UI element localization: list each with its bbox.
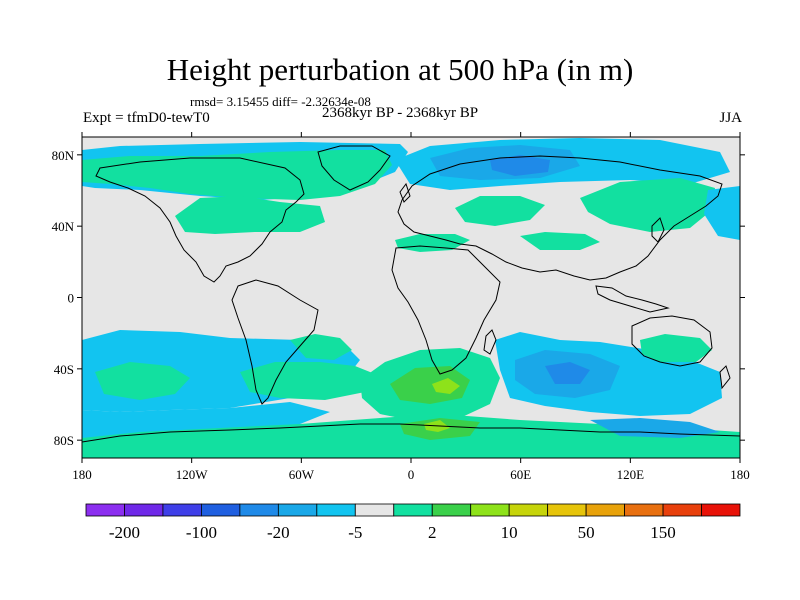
coast-madagascar [483,329,497,355]
colorbar-label: 10 [501,523,518,542]
stats-line: rmsd= 3.15455 diff= -2.32634e-08 [190,94,371,109]
x-axis: 180 120W 60W 0 60E 120E 180 [72,132,750,482]
x-tick-label: 60W [289,467,315,482]
colorbar-swatch [162,503,202,517]
contour-eurasia-negative-deep [490,155,550,176]
x-tick-label: 0 [408,467,415,482]
colorbar-swatch [662,503,702,517]
colorbar-swatch [470,503,510,517]
x-tick-label: 120E [617,467,645,482]
coast-greenland [317,145,391,191]
coast-new-zealand [719,365,731,390]
colorbar-swatch [239,503,279,517]
colorbar-swatch [316,503,356,517]
contour-south-atlantic-positive [240,362,380,400]
contour-south-america-positive [290,334,352,360]
x-tick-label: 60E [510,467,531,482]
coast-southeast-asia [595,285,670,313]
coast-north-america [95,157,305,283]
colorbar-label: 50 [578,523,595,542]
colorbar-swatch [124,503,164,517]
colorbar-label: 150 [650,523,676,542]
map-title: Height perturbation at 500 hPa (in m) [166,52,634,87]
contour-south-pacific-positive [95,362,190,400]
colorbar-swatch [508,503,549,517]
y-tick-label: 0 [68,291,75,306]
coast-africa [391,245,501,375]
x-tick-label: 120W [176,467,209,482]
y-tick-label: 80N [52,148,75,163]
colorbar-swatch [85,503,125,517]
contour-mediterranean-positive [395,234,470,252]
contour-africa-positive-core [390,366,470,404]
contour-europe-positive [455,196,545,226]
colorbar-label: -5 [348,523,362,542]
coast-australia [631,315,713,367]
season-label: JJA [719,110,742,126]
contour-south-atlantic-negative-top [200,342,280,362]
y-axis: 80N 40N 0 40S 80S [52,148,745,448]
x-tick-label: 180 [730,467,750,482]
y-tick-label: 40S [54,362,74,377]
contour-east-asia-positive [520,232,600,250]
colorbar-label: -20 [267,523,290,542]
y-tick-label: 80S [54,433,74,448]
colorbar-swatch [624,503,664,517]
colorbar-swatch [201,503,241,517]
period-label: 2368kyr BP - 2368kyr BP [322,105,479,121]
coast-antarctica [82,423,740,443]
coast-uk [399,182,411,203]
coast-eurasia [397,155,723,281]
colorbar-swatch [701,503,741,517]
colorbar-swatch [277,503,318,517]
colorbar-swatch [431,503,472,517]
colorbar-swatch [354,503,395,517]
colorbar-label: -100 [186,523,217,542]
contour-northeast-pacific-negative [704,186,740,240]
contour-indian-ocean-negative-deep [545,362,590,384]
y-tick-label: 40N [52,219,75,234]
colorbar: -200 -100 -20 -5 2 10 50 150 [85,503,741,542]
colorbar-swatch [547,503,587,517]
contour-siberia-positive [580,178,715,232]
contour-greenland-positive [82,150,392,200]
colorbar-swatch [393,503,433,517]
contour-north-america-positive [175,196,325,234]
experiment-label: Expt = tfmD0-tewT0 [83,110,210,126]
contour-field [82,138,740,458]
colorbar-label: -200 [109,523,140,542]
contour-antarctic-east [590,418,720,438]
coast-south-america [231,279,319,405]
contour-australia-positive [640,334,712,362]
coastlines [82,145,740,443]
contour-antarctic-negative [82,402,330,438]
colorbar-label: 2 [428,523,437,542]
coast-japan [651,217,665,243]
colorbar-swatch [585,503,625,517]
x-tick-label: 180 [72,467,92,482]
contour-africa-positive-peak [432,378,460,394]
